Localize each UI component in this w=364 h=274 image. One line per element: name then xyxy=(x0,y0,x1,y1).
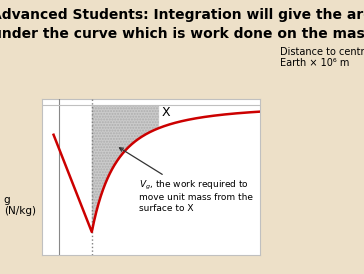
Text: X: X xyxy=(162,106,171,119)
Text: Advanced Students: Integration will give the are
under the curve which is work d: Advanced Students: Integration will give… xyxy=(0,8,364,41)
Text: Distance to centre of
Earth × 10⁶ m: Distance to centre of Earth × 10⁶ m xyxy=(280,47,364,68)
Text: g
(N/kg): g (N/kg) xyxy=(4,195,36,216)
Text: $V_g$, the work required to
move unit mass from the
surface to X: $V_g$, the work required to move unit ma… xyxy=(119,148,253,213)
